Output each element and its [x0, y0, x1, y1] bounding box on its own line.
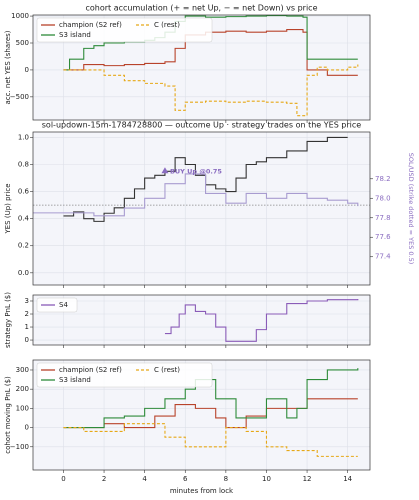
plot-background [33, 132, 370, 285]
y2-tick-label: 77.4 [375, 253, 391, 261]
x-tick-label: 12 [303, 475, 312, 483]
legend-label: champion (S2 ref) [59, 21, 122, 29]
y-tick-label: 100 [16, 404, 29, 412]
legend-box [36, 17, 213, 43]
legend-label: S3 island [59, 31, 91, 39]
legend-label: S3 island [59, 376, 91, 384]
y-tick-label: 0.2 [18, 242, 29, 250]
y-tick-label: 0.8 [18, 160, 29, 168]
series-line [164, 299, 359, 342]
y2-tick-label: 77.8 [375, 214, 391, 222]
plot-frame [32, 131, 371, 286]
legend-label: C (rest) [154, 366, 180, 374]
annotation: BUY Up @0.75 [170, 167, 222, 175]
y-tick-label: −100 [10, 443, 29, 451]
y2-tick-label: 77.6 [375, 233, 391, 241]
x-tick-label: 6 [183, 475, 188, 483]
y-tick-label: 0 [25, 66, 29, 74]
x-tick-label: 14 [343, 475, 352, 483]
y-axis-label: acc. net YES (shares) [4, 30, 12, 104]
series-line [63, 64, 359, 117]
legend-label: champion (S2 ref) [59, 366, 122, 374]
x-tick-label: 8 [224, 475, 228, 483]
trade-marker [161, 167, 169, 174]
y-axis-label: cohort moving PnL ($) [4, 376, 12, 454]
y-axis-label: YES (Up) price [4, 183, 12, 234]
y-tick-label: 0.0 [18, 269, 29, 277]
y-tick-label: 300 [16, 366, 29, 374]
legend-box [36, 297, 78, 313]
y-tick-label: −500 [10, 93, 29, 101]
x-tick-label: 10 [262, 475, 271, 483]
x-axis-label: minutes from lock [170, 487, 234, 495]
series-line [63, 423, 358, 457]
legend-label: S4 [59, 301, 68, 309]
y-tick-label: 3 [25, 297, 29, 305]
series-line [63, 136, 348, 222]
plot-frame [32, 359, 371, 471]
y-tick-label: 1.0 [18, 133, 29, 141]
y-tick-label: 2 [25, 310, 29, 318]
y-tick-label: 1 [25, 323, 29, 331]
legend-label: C (rest) [154, 21, 180, 29]
plot-frame [32, 294, 371, 346]
y-tick-label: 0 [25, 336, 29, 344]
y-tick-label: 0.6 [18, 188, 30, 196]
y-tick-label: 0.4 [18, 215, 30, 223]
y2-axis-label: SOL/USD (strike dotted = YES 0.5) [407, 153, 415, 265]
y-tick-label: 200 [16, 385, 29, 393]
series-line [33, 173, 359, 217]
series-line [63, 368, 359, 429]
chart-title: cohort accumulation (+ = net Up, − = net… [85, 4, 317, 13]
y-tick-label: 500 [16, 39, 29, 47]
x-tick-label: 2 [102, 475, 106, 483]
y-axis-label: strategy PnL ($) [4, 292, 12, 348]
y2-tick-label: 78.0 [375, 194, 391, 202]
x-tick-label: 0 [61, 475, 65, 483]
y-tick-label: 0 [25, 424, 29, 432]
legend-box [36, 362, 213, 388]
y2-tick-label: 78.2 [375, 175, 391, 183]
y-tick-label: 1000 [11, 12, 29, 20]
plot-background [33, 295, 370, 345]
x-tick-label: 4 [142, 475, 147, 483]
chart-title: sol-updown-15m-1784728800 — outcome Up ·… [42, 121, 362, 130]
plot-frame [32, 14, 371, 121]
